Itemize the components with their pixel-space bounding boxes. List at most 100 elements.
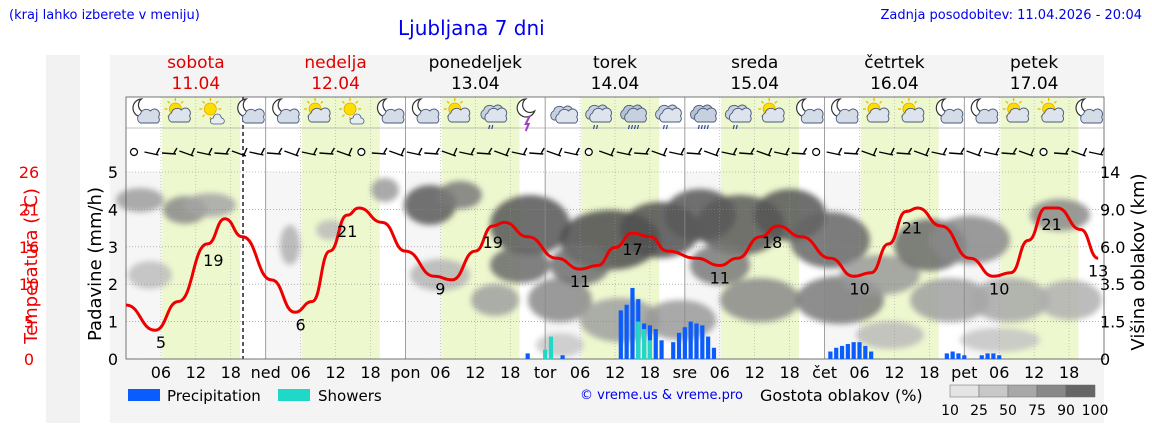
sun-ray (1005, 100, 1009, 104)
barb-feather (785, 147, 790, 155)
barb-shaft (913, 150, 929, 157)
wind-barb-icon (1053, 147, 1070, 155)
wind-barb-icon (949, 147, 965, 155)
barb-feather (295, 147, 301, 156)
barb-shaft (564, 151, 579, 156)
sun-cloud-icon (862, 98, 890, 123)
x-tick-label: 18 (360, 363, 380, 382)
barb-shaft (651, 150, 666, 157)
day-date: 13.04 (451, 74, 500, 94)
wind-barb-icon (931, 147, 948, 156)
barb-shaft (231, 150, 247, 157)
legend-cloud-level: 50 (999, 403, 1017, 419)
day-date: 17.04 (1010, 74, 1059, 94)
rain-cloud-icon (480, 104, 508, 130)
wind-barb-icon (371, 147, 388, 155)
sun-cloud-icon (758, 98, 785, 123)
wind-barb-icon (441, 147, 458, 157)
x-tick-label: 12 (186, 363, 206, 382)
wind-barb-icon (266, 147, 283, 155)
precip-bar (659, 340, 664, 359)
cloud-blob (970, 278, 1050, 322)
precip-bar (653, 329, 658, 359)
barb-feather (453, 147, 458, 156)
rain-cloud-icon (585, 104, 612, 130)
x-tick-label: ned (251, 363, 281, 382)
barb-shaft (826, 151, 841, 156)
wind-barb-icon (459, 147, 475, 156)
rain-drop (706, 124, 709, 130)
precip-tick-label: 2 (108, 275, 118, 294)
barb-feather (173, 147, 178, 154)
sun-ray (180, 100, 184, 104)
wind-barb-icon (686, 147, 703, 155)
rain-drop (703, 124, 706, 130)
wind-barb-icon (774, 147, 790, 156)
legend-label-showers: Showers (318, 387, 382, 405)
cloud-shape (242, 108, 265, 124)
barb-feather (435, 147, 440, 154)
cloud-shape (1041, 107, 1065, 123)
sun-cloud-icon (164, 98, 191, 123)
cloud-shape (349, 113, 365, 125)
cloud-height-tick-label: 3.5 (1100, 275, 1125, 294)
wind-barb-icon (336, 147, 353, 157)
wind-barbs-row (129, 147, 1105, 157)
x-tick-label: tor (534, 363, 557, 382)
precip-bar (950, 351, 955, 359)
barb-shaft (284, 150, 299, 157)
wind-barb-icon (301, 147, 318, 156)
wind-barb-icon (1071, 147, 1088, 157)
sun-icon (199, 98, 225, 125)
precip-tick-label: 0 (108, 350, 118, 369)
cloud-blob (128, 261, 172, 289)
cloud-shape (1080, 108, 1103, 124)
barb-feather (610, 147, 615, 156)
precip-bar (869, 351, 874, 359)
precip-bar (851, 342, 856, 359)
barb-feather (1100, 147, 1105, 155)
wind-barb-icon (878, 147, 895, 156)
wind-barb-icon (389, 147, 406, 157)
barb-feather (383, 147, 388, 154)
moon-cloud-icon (935, 98, 964, 124)
barb-feather (680, 147, 685, 155)
barb-feather (628, 147, 633, 155)
cloud-blob (930, 216, 1010, 264)
barb-feather (715, 147, 720, 156)
sun-icon (339, 98, 365, 125)
precip-bar (857, 342, 862, 359)
wind-barb-icon (599, 147, 615, 157)
cloud-shape (694, 107, 717, 123)
x-tick-label: 18 (221, 363, 241, 382)
rain-drop (636, 124, 640, 130)
wind-barb-icon (703, 147, 720, 157)
temp-tick-label: 21 (19, 200, 39, 219)
barb-feather (190, 147, 196, 156)
barb-shaft (721, 151, 736, 156)
barb-feather (208, 147, 213, 155)
barb-feather (400, 147, 406, 156)
moon-cloud-icon (796, 98, 824, 124)
x-tick-label: 18 (1059, 363, 1079, 382)
wind-barb-icon (616, 147, 633, 156)
rain-drop (595, 124, 599, 130)
barb-feather (872, 147, 878, 156)
temperature-label: 6 (296, 315, 306, 334)
wind-barb-icon (406, 147, 423, 156)
temp-tick-label: 16 (19, 238, 39, 257)
barb-shaft (511, 151, 526, 156)
rain-drop (662, 124, 665, 130)
night-band (265, 172, 302, 359)
cloud-shape (168, 107, 191, 123)
barb-shaft (949, 152, 964, 155)
sun-cloud-icon (897, 98, 925, 123)
barb-shaft (301, 151, 317, 156)
wind-barb-icon (214, 147, 231, 155)
thunder-moon-icon (516, 98, 536, 132)
legend: Precipitation Showers Gostota oblakov (%) 1… (128, 384, 1108, 419)
cloud-blob (536, 333, 584, 357)
barb-shaft (389, 150, 404, 157)
rain-drop (627, 124, 631, 130)
barb-feather (225, 147, 231, 154)
